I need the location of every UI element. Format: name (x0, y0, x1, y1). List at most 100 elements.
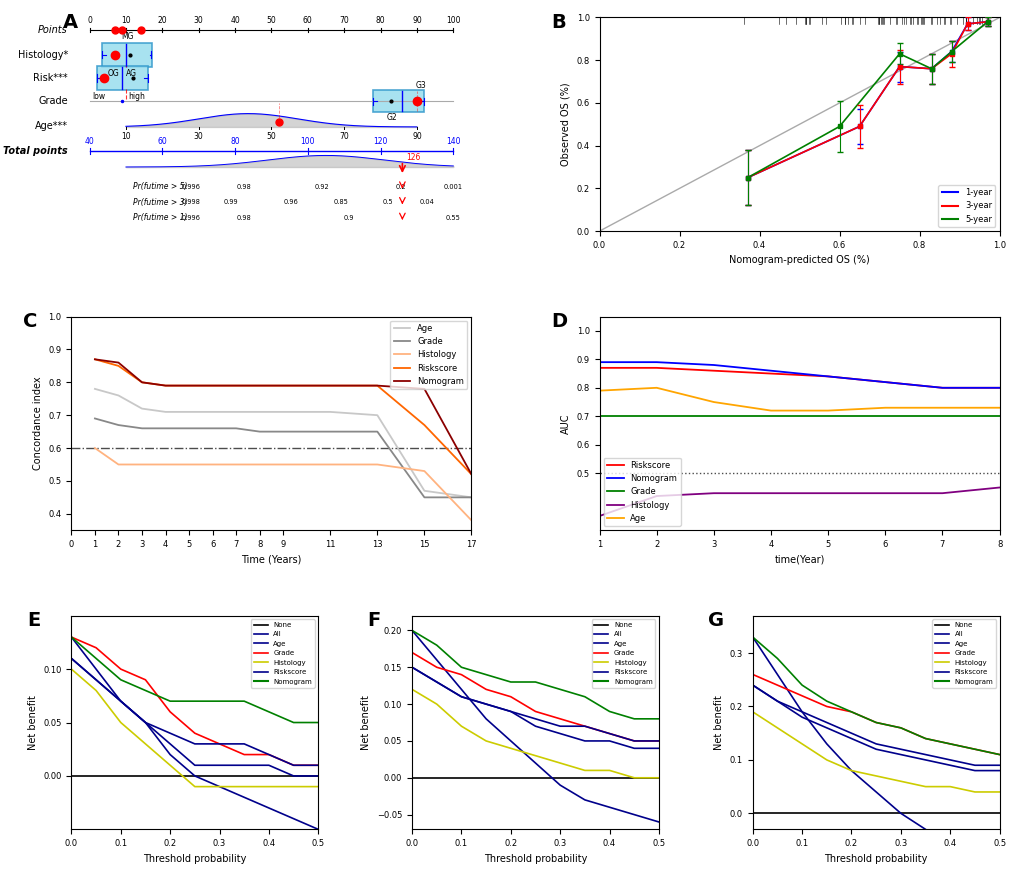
Histology (287, 781, 300, 792)
Grade (136, 423, 148, 434)
Riskscore (430, 677, 442, 687)
Riskscore (206, 381, 218, 391)
Nomogram (650, 357, 662, 368)
Text: Pr(futime > 1): Pr(futime > 1) (133, 213, 187, 223)
Histology (529, 751, 541, 761)
All (746, 632, 758, 643)
Riskscore (795, 706, 807, 717)
All (312, 824, 324, 835)
Age (845, 733, 857, 744)
Age (312, 771, 324, 781)
Histology (993, 787, 1005, 797)
Riskscore (821, 371, 834, 382)
Histology (182, 459, 195, 470)
All (968, 851, 980, 862)
Line: Riskscore: Riskscore (752, 685, 999, 766)
Nomogram (770, 653, 783, 663)
Nomogram (821, 371, 834, 382)
Text: Total points: Total points (3, 146, 67, 156)
Age (164, 739, 176, 749)
Line: Nomogram: Nomogram (71, 637, 318, 723)
Line: Nomogram: Nomogram (599, 362, 999, 388)
All (603, 802, 615, 813)
Grade (164, 706, 176, 717)
Text: Pr(futime > 5): Pr(futime > 5) (133, 182, 187, 191)
Histology (90, 685, 102, 696)
Histology (89, 443, 101, 453)
Text: Risk***: Risk*** (33, 73, 67, 83)
Line: Histology: Histology (95, 448, 471, 520)
All (578, 794, 590, 805)
Text: 0.96: 0.96 (283, 199, 298, 205)
Nomogram (935, 382, 948, 393)
Grade (764, 411, 776, 422)
Line: Riskscore: Riskscore (95, 360, 471, 474)
Histology (918, 781, 930, 792)
Nomogram (480, 670, 492, 680)
Grade (65, 632, 77, 643)
Y-axis label: AUC: AUC (560, 413, 571, 434)
Age (112, 390, 124, 401)
Age (89, 383, 101, 394)
Text: 0.98: 0.98 (236, 215, 251, 221)
Age (504, 706, 517, 717)
Histology (164, 760, 176, 771)
Age (237, 760, 250, 771)
Y-axis label: Concordance index: Concordance index (33, 376, 43, 471)
X-axis label: Threshold probability: Threshold probability (143, 854, 247, 863)
Age (213, 760, 225, 771)
Age (230, 407, 243, 417)
Age (944, 760, 956, 771)
Nomogram (869, 718, 881, 728)
Riskscore (213, 739, 225, 749)
All (140, 718, 152, 728)
Age (182, 407, 195, 417)
Nomogram (993, 749, 1005, 760)
Riskscore (504, 706, 517, 717)
All (795, 706, 807, 717)
Y-axis label: Observed OS (%): Observed OS (%) (560, 82, 571, 166)
Grade (650, 411, 662, 422)
Y-axis label: Net benefit: Net benefit (28, 695, 38, 750)
Age (820, 723, 833, 733)
Grade (237, 749, 250, 760)
Histology (821, 488, 834, 498)
Riskscore (277, 381, 289, 391)
Histology (112, 459, 124, 470)
Histology (764, 488, 776, 498)
All (918, 824, 930, 835)
Histology (650, 491, 662, 501)
Histology (371, 459, 383, 470)
Riskscore (263, 749, 275, 760)
Line: Age: Age (599, 388, 999, 410)
Text: low: low (92, 92, 105, 101)
Histology (944, 781, 956, 792)
Line: Age: Age (412, 667, 658, 748)
Histology (312, 781, 324, 792)
Age (821, 405, 834, 416)
Text: E: E (26, 611, 40, 630)
Grade (845, 706, 857, 717)
Grade (993, 411, 1005, 422)
Text: 30: 30 (194, 132, 204, 141)
Text: 0.996: 0.996 (181, 215, 201, 221)
Nomogram (312, 718, 324, 728)
Line: Age: Age (95, 388, 471, 498)
Text: 100: 100 (301, 137, 315, 146)
All (480, 713, 492, 724)
Histology (593, 511, 605, 521)
Legend: Age, Grade, Histology, Riskscore, Nomogram: Age, Grade, Histology, Riskscore, Nomogr… (390, 320, 467, 389)
Riskscore (230, 381, 243, 391)
All (406, 625, 418, 636)
Riskscore (603, 728, 615, 739)
Text: 0.9: 0.9 (343, 215, 354, 221)
Histology (136, 459, 148, 470)
Line: Nomogram: Nomogram (412, 630, 658, 718)
Riskscore (159, 381, 171, 391)
Age (869, 744, 881, 754)
Line: Riskscore: Riskscore (599, 368, 999, 388)
Histology (480, 736, 492, 746)
Nomogram (603, 706, 615, 717)
Text: high: high (128, 92, 145, 101)
Age (140, 718, 152, 728)
